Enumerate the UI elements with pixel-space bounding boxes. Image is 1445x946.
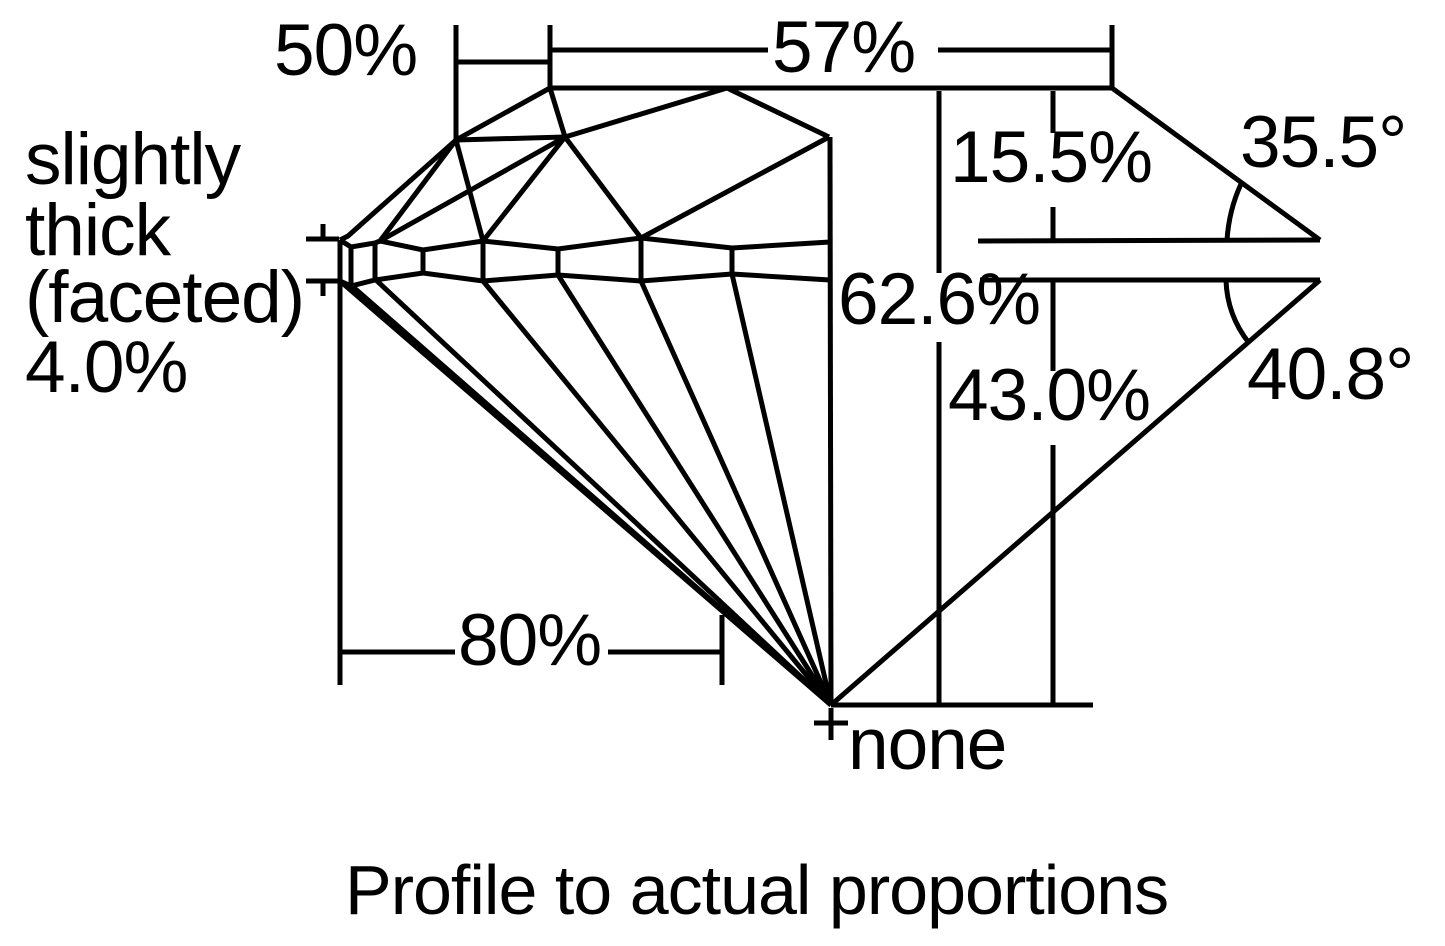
pavilion-facet-line-5 xyxy=(638,279,834,707)
girdle-top-right-line xyxy=(977,237,1321,244)
pavilion-facet-line-4 xyxy=(555,273,834,707)
culet-size-label: none xyxy=(848,704,1007,785)
diagram-caption: Profile to actual proportions xyxy=(345,851,1169,929)
culet-axis-vertical xyxy=(827,136,834,706)
crown-facet-edge-2 xyxy=(455,134,566,143)
crown-facet-edge-5 xyxy=(378,134,567,244)
total-depth-label: 62.6% xyxy=(838,259,1041,340)
girdle-thickness-word2: thick xyxy=(25,190,171,271)
pavilion-facet-line-1 xyxy=(350,284,833,707)
table-size-label: 57% xyxy=(772,7,916,88)
girdle-top-edge xyxy=(338,235,831,253)
girdle-thickness-word1: slightly xyxy=(25,119,241,200)
girdle-thickness-value: 4.0% xyxy=(25,327,188,408)
crown-facet-edge-1 xyxy=(547,87,568,138)
crown-facet-edge-8 xyxy=(564,85,728,140)
girdle-thickness-word3: (faceted) xyxy=(25,257,305,338)
pavilion-angle-arc xyxy=(1223,279,1251,345)
crown-facet-edge-3 xyxy=(378,138,458,243)
pavilion-facet-line-3 xyxy=(481,279,833,707)
pavilion-angle-label: 40.8° xyxy=(1247,334,1414,415)
crown-facet-edge-6 xyxy=(481,135,567,243)
crown-facet-edge-9 xyxy=(725,85,831,140)
pavilion-facet-line-6 xyxy=(729,273,834,706)
crown-facet-edge-7 xyxy=(563,135,643,240)
crown-height-label: 15.5% xyxy=(950,117,1153,198)
crown-facet-edge-10 xyxy=(639,134,831,241)
girdle-bottom-edge xyxy=(338,270,831,289)
pavilion-depth-label: 43.0% xyxy=(948,355,1151,436)
pavilion-outline-right xyxy=(829,278,1322,707)
crown-outline-left xyxy=(338,85,552,243)
star-length-label: 50% xyxy=(274,10,418,91)
crown-slope-right xyxy=(1110,85,1322,243)
crown-angle-arc xyxy=(1224,182,1244,241)
crown-angle-label: 35.5° xyxy=(1240,102,1407,183)
pavilion-facet-line-2 xyxy=(374,278,833,707)
lower-girdle-length-label: 80% xyxy=(458,600,602,681)
